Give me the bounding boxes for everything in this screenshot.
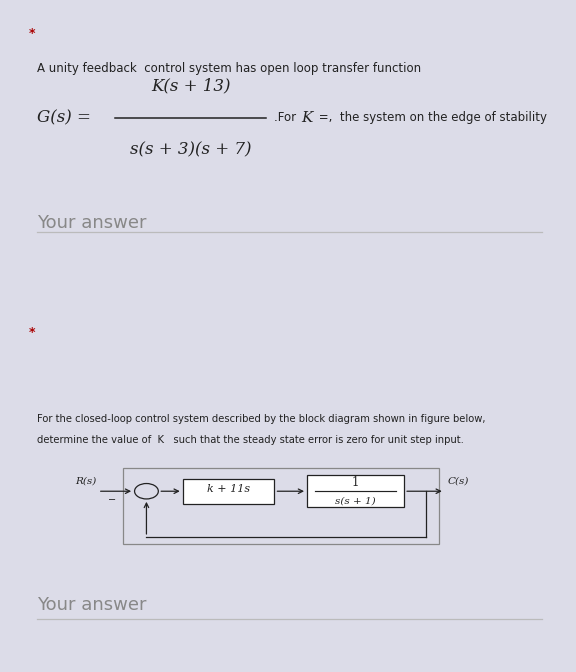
Text: =,  the system on the edge of stability: =, the system on the edge of stability — [315, 112, 547, 124]
Text: s(s + 1): s(s + 1) — [335, 497, 376, 505]
Text: s(s + 3)(s + 7): s(s + 3)(s + 7) — [130, 141, 252, 158]
Text: k + 11s: k + 11s — [207, 485, 250, 495]
Text: 1: 1 — [352, 476, 359, 489]
Text: For the closed-loop control system described by the block diagram shown in figur: For the closed-loop control system descr… — [37, 414, 485, 424]
FancyBboxPatch shape — [183, 479, 275, 503]
Text: Your answer: Your answer — [37, 214, 146, 233]
Text: .For: .For — [275, 112, 300, 124]
Text: determine the value of  K   such that the steady state error is zero for unit st: determine the value of K such that the s… — [37, 435, 464, 445]
Text: G(s) =: G(s) = — [37, 110, 90, 126]
Text: *: * — [29, 327, 35, 339]
Text: C(s): C(s) — [448, 477, 469, 486]
Text: −: − — [108, 495, 116, 505]
Text: K(s + 13): K(s + 13) — [151, 77, 230, 94]
Text: A unity feedback  control system has open loop transfer function: A unity feedback control system has open… — [37, 62, 421, 75]
FancyBboxPatch shape — [307, 476, 404, 507]
Text: K: K — [301, 111, 313, 125]
Text: *: * — [29, 27, 35, 40]
Text: R(s): R(s) — [75, 477, 96, 486]
Text: Your answer: Your answer — [37, 597, 146, 614]
